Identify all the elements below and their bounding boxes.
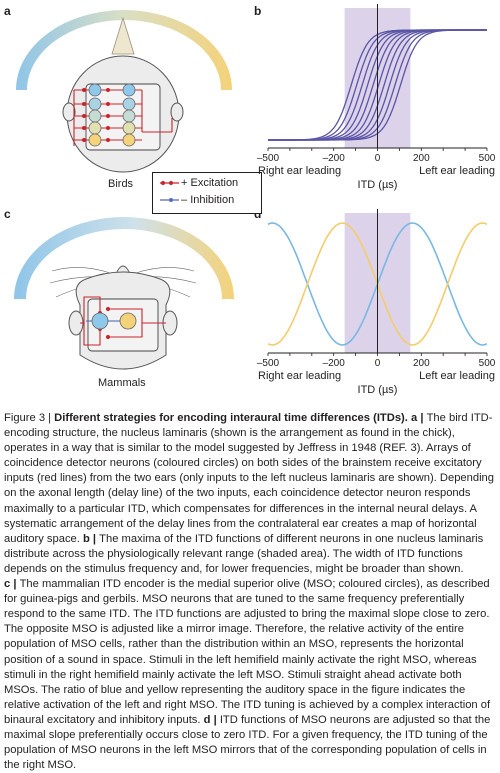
legend-markers xyxy=(160,181,179,202)
right-ear-leading-label: Right ear leading xyxy=(258,165,341,177)
caption-c-text: The mammalian ITD encoder is the medial … xyxy=(4,578,491,726)
x-tick-label: 0 xyxy=(375,153,381,164)
chart-b: –500 –200 0 200 500 Right ear leading Left ear… xyxy=(257,4,496,191)
x-tick-label: –500 xyxy=(257,358,280,369)
mammal-diagram xyxy=(14,217,234,370)
auditory-space-arc-mammals xyxy=(14,217,234,299)
bird-ear-right xyxy=(170,102,184,122)
caption-b-text: The maxima of the ITD functions of diffe… xyxy=(4,532,484,575)
panel-c-caption: Mammals xyxy=(98,377,146,389)
caption-paragraph-1: Figure 3 | Different strategies for enco… xyxy=(4,411,496,577)
caption-a-text: The bird ITD-encoding structure, the nuc… xyxy=(4,412,495,545)
mammal-excitatory-inputs xyxy=(80,296,166,346)
caption-c-label: c | xyxy=(4,578,20,591)
x-tick-label: 500 xyxy=(479,358,496,369)
x-tick-label: 200 xyxy=(413,153,430,164)
x-axis-label: ITD (µs) xyxy=(358,179,398,191)
bird-neuron-column-left xyxy=(88,83,102,147)
caption-a-label: a | xyxy=(407,412,427,424)
left-ear-leading-label: Left ear leading xyxy=(419,370,495,382)
x-tick-label: 0 xyxy=(375,358,381,369)
panel-letter-d: d xyxy=(254,207,262,221)
bird-neuron-column-right xyxy=(122,83,136,147)
figure-caption: Figure 3 | Different strategies for enco… xyxy=(4,411,496,773)
bird-beak xyxy=(111,16,135,55)
right-ear-leading-label: Right ear leading xyxy=(258,370,341,382)
figure-label: Figure 3 | xyxy=(4,412,55,424)
x-tick-label: 500 xyxy=(479,153,496,164)
x-tick-label: 200 xyxy=(413,358,430,369)
caption-d-label: d | xyxy=(200,713,220,726)
panel-letter-c: c xyxy=(4,207,11,221)
caption-paragraph-2: c | The mammalian ITD encoder is the med… xyxy=(4,577,496,773)
caption-d-text: ITD functions of MSO neurons are adjuste… xyxy=(4,713,491,772)
x-tick-label: –500 xyxy=(257,153,280,164)
panel-a-caption: Birds xyxy=(108,178,134,190)
x-tick-label: –200 xyxy=(323,358,346,369)
legend: + Excitation – Inhibition xyxy=(152,172,262,214)
bird-synapse-dots xyxy=(82,88,110,142)
figure-title: Different strategies for encoding intera… xyxy=(54,412,408,424)
legend-inhibition-text: Inhibition xyxy=(190,194,235,206)
left-ear-leading-label: Left ear leading xyxy=(419,165,495,177)
caption-b-label: b | xyxy=(79,532,100,545)
x-tick-label: –200 xyxy=(323,153,346,164)
legend-inhibition-label: – Inhibition xyxy=(181,194,235,206)
legend-excitation-label: + Excitation xyxy=(181,177,239,189)
auditory-space-arc-birds xyxy=(16,10,232,90)
panel-letter-a: a xyxy=(4,4,11,18)
legend-excitation-text: Excitation xyxy=(190,177,239,189)
right-mso-neuron xyxy=(119,312,137,330)
chart-d: –500 –200 0 200 500 Right ear leading Left ear… xyxy=(257,209,496,396)
bird-diagram xyxy=(16,10,232,173)
panel-letter-b: b xyxy=(254,4,262,18)
bird-ear-left xyxy=(62,102,76,122)
left-mso-neuron xyxy=(91,312,109,330)
x-axis-label: ITD (µs) xyxy=(358,384,398,396)
